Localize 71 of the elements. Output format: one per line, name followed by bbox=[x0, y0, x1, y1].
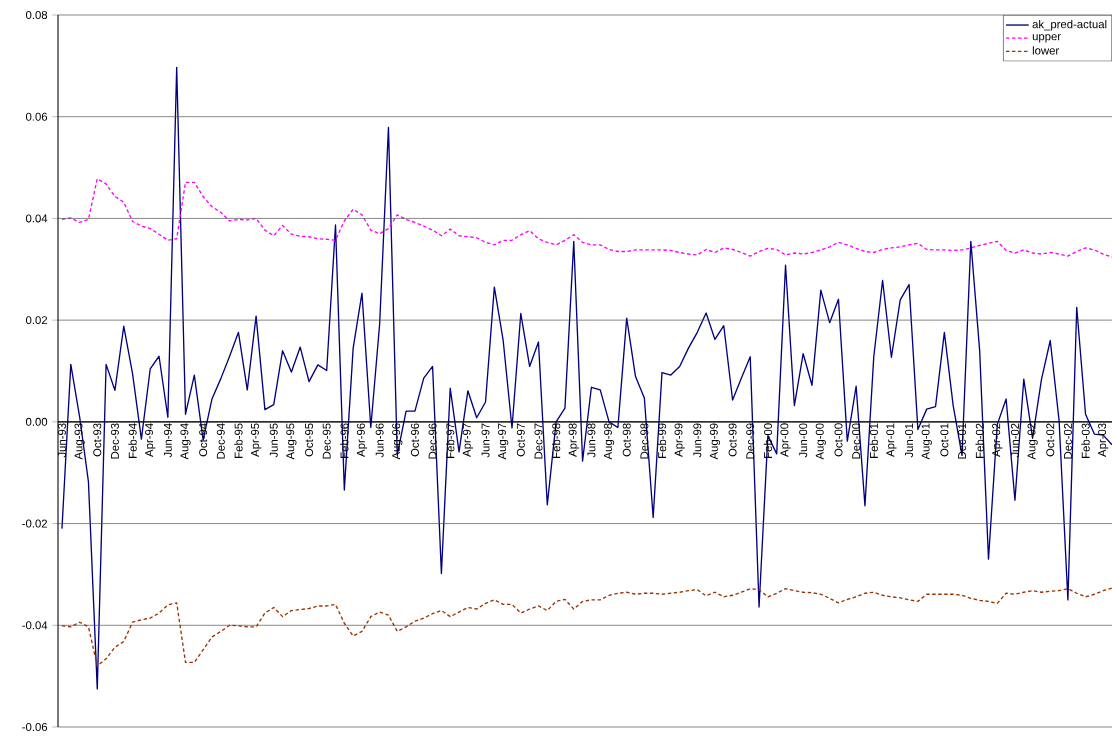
x-tick-label: Jun-98 bbox=[587, 423, 596, 458]
x-tick-label: Dec-95 bbox=[322, 423, 331, 459]
x-tick-label: Jun-00 bbox=[799, 423, 808, 458]
y-tick-label: -0.06 bbox=[22, 723, 48, 732]
y-tick-label: 0.00 bbox=[25, 417, 48, 426]
legend-label: ak_pred-actual bbox=[1032, 19, 1107, 31]
x-tick-label: Dec-02 bbox=[1063, 423, 1072, 459]
x-tick-label: Oct-94 bbox=[199, 423, 208, 457]
x-tick-label: Aug-01 bbox=[921, 423, 932, 460]
legend-label: lower bbox=[1032, 46, 1059, 55]
x-tick-label: Aug-93 bbox=[74, 423, 85, 460]
x-tick-label: Jun-97 bbox=[481, 423, 490, 458]
x-tick-label: Aug-94 bbox=[180, 423, 191, 460]
x-tick-label: Aug-00 bbox=[815, 423, 826, 460]
x-tick-label: Apr-95 bbox=[250, 423, 262, 457]
x-tick-label: Apr-02 bbox=[992, 423, 1003, 457]
x-tick-label: Feb-94 bbox=[128, 423, 137, 458]
x-tick-label: Feb-95 bbox=[234, 423, 243, 458]
x-tick-label: Jun-01 bbox=[905, 423, 914, 458]
x-tick-label: Dec-93 bbox=[110, 423, 119, 459]
x-tick-label: Dec-01 bbox=[958, 423, 967, 459]
x-tick-label: Oct-00 bbox=[834, 423, 843, 457]
x-tick-label: Jun-94 bbox=[163, 423, 172, 458]
x-tick-label: Oct-01 bbox=[940, 423, 949, 457]
x-tick-label: Dec-96 bbox=[428, 423, 437, 459]
y-tick-label: -0.02 bbox=[22, 519, 48, 528]
x-tick-label: Feb-03 bbox=[1081, 423, 1090, 458]
x-tick-label: Feb-97 bbox=[446, 423, 455, 458]
x-tick-label: Apr-99 bbox=[674, 423, 685, 457]
x-tick-label: Apr-97 bbox=[462, 423, 473, 457]
x-tick-label: Dec-98 bbox=[640, 423, 649, 459]
x-tick-label: Apr-94 bbox=[145, 423, 156, 457]
x-tick-label: Aug-95 bbox=[286, 423, 297, 460]
x-tick-label: Jun-02 bbox=[1010, 423, 1019, 458]
x-tick-label: Aug-96 bbox=[392, 423, 403, 460]
x-tick-label: Oct-02 bbox=[1046, 423, 1055, 457]
x-tick-label: Dec-94 bbox=[216, 423, 225, 459]
x-tick-label: Aug-98 bbox=[603, 423, 615, 460]
x-tick-label: Jun-99 bbox=[693, 423, 702, 458]
x-tick-label: Jun-95 bbox=[269, 423, 278, 458]
x-tick-label: Feb-02 bbox=[975, 423, 984, 458]
x-tick-label: Oct-96 bbox=[410, 423, 419, 457]
x-tick-label: Aug-99 bbox=[709, 423, 721, 460]
x-tick-label: Jun-93 bbox=[57, 423, 66, 458]
y-tick-label: 0.04 bbox=[25, 214, 48, 223]
x-tick-label: Dec-00 bbox=[852, 423, 861, 459]
x-tick-label: Apr-98 bbox=[568, 423, 579, 457]
y-tick-label: 0.08 bbox=[25, 10, 48, 19]
y-tick-label: 0.06 bbox=[25, 112, 48, 121]
x-tick-label: Apr-03 bbox=[1098, 423, 1109, 457]
x-tick-label: Feb-96 bbox=[340, 423, 349, 458]
x-tick-label: Apr-96 bbox=[356, 423, 368, 457]
legend-label: upper bbox=[1032, 34, 1061, 43]
x-tick-label: Oct-95 bbox=[305, 423, 314, 457]
x-tick-label: Feb-98 bbox=[551, 423, 561, 458]
x-tick-label: Oct-98 bbox=[622, 423, 631, 457]
x-tick-label: Feb-01 bbox=[869, 423, 878, 458]
x-tick-label: Feb-99 bbox=[657, 423, 667, 458]
y-tick-label: -0.04 bbox=[22, 621, 48, 630]
x-tick-label: Dec-99 bbox=[746, 423, 755, 459]
x-tick-label: Apr-01 bbox=[886, 423, 897, 457]
x-tick-label: Aug-02 bbox=[1027, 423, 1038, 460]
x-tick-label: Oct-93 bbox=[93, 423, 102, 457]
x-tick-label: Apr-00 bbox=[780, 423, 791, 457]
x-tick-label: Oct-99 bbox=[728, 423, 737, 457]
x-tick-label: Jun-96 bbox=[375, 423, 384, 458]
x-tick-label: Oct-97 bbox=[516, 423, 525, 457]
x-tick-label: Feb-00 bbox=[763, 423, 773, 458]
y-tick-label: 0.02 bbox=[25, 316, 48, 325]
x-tick-label: Dec-97 bbox=[534, 423, 543, 459]
x-tick-label: Aug-97 bbox=[498, 423, 509, 460]
